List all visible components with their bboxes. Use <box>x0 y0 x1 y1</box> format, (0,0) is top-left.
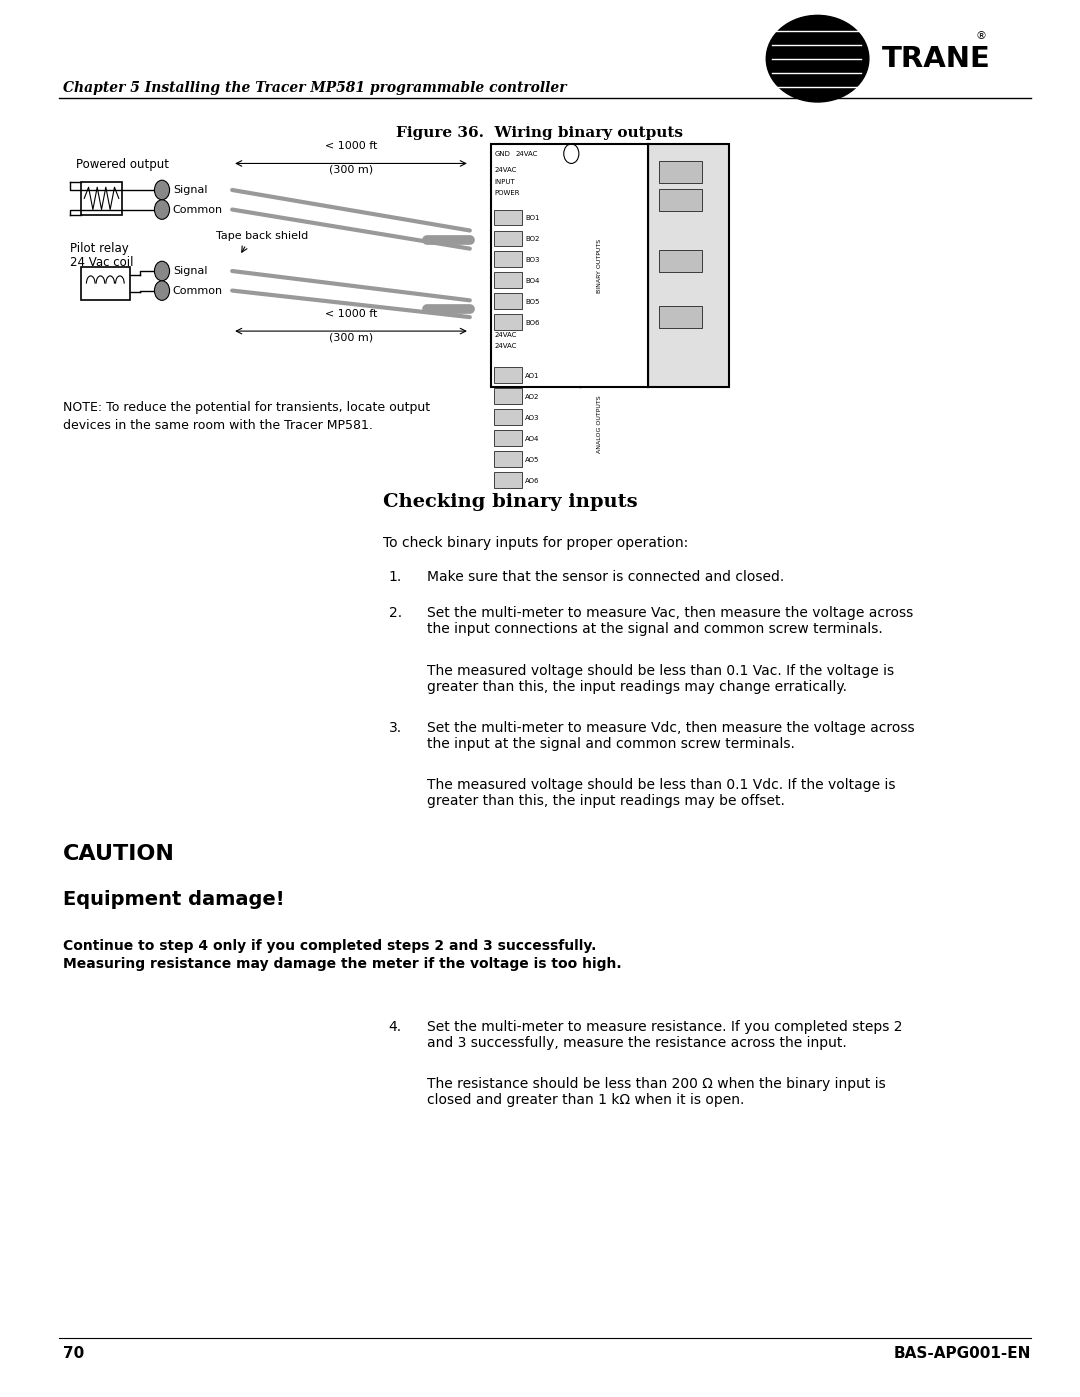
Bar <box>81 182 122 215</box>
Text: (300 m): (300 m) <box>329 165 373 175</box>
Text: 24VAC: 24VAC <box>495 168 517 173</box>
Text: Tape back shield: Tape back shield <box>216 231 308 242</box>
Text: To check binary inputs for proper operation:: To check binary inputs for proper operat… <box>383 536 689 550</box>
Bar <box>494 388 522 404</box>
Circle shape <box>154 180 170 200</box>
Text: BO5: BO5 <box>525 299 539 305</box>
Text: 24 Vac coil: 24 Vac coil <box>70 256 134 270</box>
Text: BO3: BO3 <box>525 257 539 263</box>
Text: The measured voltage should be less than 0.1 Vdc. If the voltage is
greater than: The measured voltage should be less than… <box>427 778 895 809</box>
Text: The measured voltage should be less than 0.1 Vac. If the voltage is
greater than: The measured voltage should be less than… <box>427 664 894 694</box>
Text: NOTE: To reduce the potential for transients, locate output
devices in the same : NOTE: To reduce the potential for transi… <box>63 401 430 432</box>
Bar <box>648 144 729 387</box>
Text: AO1: AO1 <box>525 373 539 379</box>
Text: Checking binary inputs: Checking binary inputs <box>383 493 638 511</box>
Bar <box>494 472 522 488</box>
Text: 24VAC: 24VAC <box>495 344 517 349</box>
Text: BO2: BO2 <box>525 236 539 242</box>
Text: BAS-APG001-EN: BAS-APG001-EN <box>894 1347 1031 1361</box>
Text: POWER: POWER <box>495 190 521 196</box>
Bar <box>81 267 130 300</box>
Circle shape <box>154 281 170 300</box>
Text: Set the multi-meter to measure Vdc, then measure the voltage across
the input at: Set the multi-meter to measure Vdc, then… <box>427 721 915 752</box>
Bar <box>659 250 702 272</box>
Text: INPUT: INPUT <box>495 179 515 184</box>
Text: BO6: BO6 <box>525 320 539 326</box>
Text: 1.: 1. <box>389 570 402 584</box>
Bar <box>494 231 522 246</box>
Bar <box>494 430 522 446</box>
Bar <box>494 451 522 467</box>
Text: Powered output: Powered output <box>76 158 168 172</box>
Text: GND: GND <box>495 151 511 156</box>
Ellipse shape <box>767 15 868 102</box>
Text: 4.: 4. <box>389 1020 402 1034</box>
Bar <box>494 314 522 330</box>
Text: ®: ® <box>975 31 986 42</box>
Text: AO5: AO5 <box>525 457 539 462</box>
Text: < 1000 ft: < 1000 ft <box>325 309 377 319</box>
Text: Make sure that the sensor is connected and closed.: Make sure that the sensor is connected a… <box>427 570 784 584</box>
Text: Common: Common <box>173 204 222 215</box>
Text: AO4: AO4 <box>525 436 539 441</box>
Text: 24VAC: 24VAC <box>495 332 517 338</box>
Text: Signal: Signal <box>173 265 207 277</box>
Text: AO6: AO6 <box>525 478 539 483</box>
Bar <box>494 293 522 309</box>
Bar <box>494 272 522 288</box>
Circle shape <box>154 261 170 281</box>
Text: Pilot relay: Pilot relay <box>70 242 129 256</box>
Text: Set the multi-meter to measure Vac, then measure the voltage across
the input co: Set the multi-meter to measure Vac, then… <box>427 606 913 637</box>
Text: Equipment damage!: Equipment damage! <box>63 890 284 909</box>
Bar <box>491 144 648 387</box>
Bar <box>659 161 702 183</box>
Text: 2.: 2. <box>389 606 402 620</box>
Text: Signal: Signal <box>173 184 207 196</box>
Text: BO4: BO4 <box>525 278 539 284</box>
Text: 24VAC: 24VAC <box>515 151 538 156</box>
Text: BO1: BO1 <box>525 215 539 221</box>
Text: Figure 36.  Wiring binary outputs: Figure 36. Wiring binary outputs <box>396 126 684 140</box>
Text: The resistance should be less than 200 Ω when the binary input is
closed and gre: The resistance should be less than 200 Ω… <box>427 1077 886 1108</box>
Circle shape <box>154 200 170 219</box>
Text: Common: Common <box>173 285 222 296</box>
Text: 3.: 3. <box>389 721 402 735</box>
Bar <box>494 251 522 267</box>
Text: Chapter 5 Installing the Tracer MP581 programmable controller: Chapter 5 Installing the Tracer MP581 pr… <box>63 81 566 95</box>
Bar <box>494 367 522 383</box>
Text: TRANE: TRANE <box>882 45 991 73</box>
Bar <box>659 306 702 328</box>
Bar <box>659 189 702 211</box>
Text: < 1000 ft: < 1000 ft <box>325 141 377 151</box>
Text: Continue to step 4 only if you completed steps 2 and 3 successfully.
Measuring r: Continue to step 4 only if you completed… <box>63 939 621 971</box>
Text: AO2: AO2 <box>525 394 539 400</box>
Text: Set the multi-meter to measure resistance. If you completed steps 2
and 3 succes: Set the multi-meter to measure resistanc… <box>427 1020 902 1051</box>
Text: 70: 70 <box>63 1347 84 1361</box>
Text: AO3: AO3 <box>525 415 539 420</box>
Text: (300 m): (300 m) <box>329 332 373 342</box>
Text: CAUTION: CAUTION <box>63 844 175 863</box>
Bar <box>494 409 522 425</box>
Bar <box>494 210 522 225</box>
Text: BINARY OUTPUTS: BINARY OUTPUTS <box>597 239 602 293</box>
Text: ANALOG OUTPUTS: ANALOG OUTPUTS <box>597 395 602 453</box>
